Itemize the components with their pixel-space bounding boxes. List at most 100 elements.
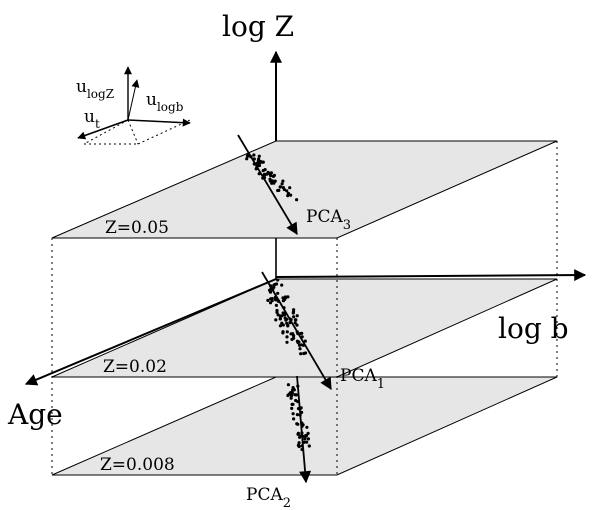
scatter-point [253, 157, 256, 160]
scatter-point [296, 314, 299, 317]
scatter-point [285, 335, 288, 338]
scatter-point [305, 434, 308, 437]
u-logb-vector [128, 120, 190, 123]
scatter-point [245, 157, 248, 160]
scatter-point [298, 344, 301, 347]
scatter-point [293, 393, 296, 396]
scatter-point [288, 321, 291, 324]
scatter-point [284, 316, 287, 319]
scatter-point [269, 287, 272, 290]
scatter-point [287, 192, 290, 195]
scatter-point [269, 301, 272, 304]
scatter-point [262, 161, 265, 164]
scatter-point [281, 180, 284, 183]
scatter-point [266, 299, 269, 302]
scatter-point [286, 330, 289, 333]
scatter-point [288, 393, 291, 396]
scatter-point [275, 309, 278, 312]
scatter-point [288, 317, 291, 320]
scatter-point [296, 330, 299, 333]
scatter-point [286, 324, 289, 327]
scatter-point [302, 344, 305, 347]
u-logb-label: ulogb [146, 90, 184, 114]
scatter-point [292, 315, 295, 318]
scatter-point [271, 297, 274, 300]
scatter-point [277, 189, 280, 192]
scatter-point [294, 318, 297, 321]
scatter-point [297, 340, 300, 343]
scatter-point [283, 188, 286, 191]
scatter-point [296, 413, 299, 416]
scatter-point [281, 331, 284, 334]
scatter-point [295, 324, 298, 327]
scatter-point [269, 291, 272, 294]
scatter-point [293, 388, 296, 391]
scatter-point [280, 284, 283, 287]
scatter-point [299, 332, 302, 335]
scatter-point [295, 422, 298, 425]
scatter-point [275, 304, 278, 307]
scatter-point [291, 403, 294, 406]
scatter-point [303, 437, 306, 440]
scatter-point [263, 176, 266, 179]
plane-label-z0008: Z=0.008 [100, 455, 175, 475]
scatter-point [287, 383, 290, 386]
plane-label-z002: Z=0.02 [103, 357, 167, 377]
scatter-point [295, 198, 298, 201]
scatter-point [285, 341, 288, 344]
scatter-point [246, 154, 249, 157]
scatter-point [291, 391, 294, 394]
scatter-point [274, 297, 277, 300]
scatter-point [283, 312, 286, 315]
scatter-point [297, 407, 300, 410]
scatter-point [301, 423, 304, 426]
scatter-point [292, 417, 295, 420]
scatter-point [282, 299, 285, 302]
scatter-point [300, 448, 303, 451]
scatter-point [308, 444, 311, 447]
scatter-point [259, 160, 262, 163]
scatter-point [281, 182, 284, 185]
scatter-point [288, 186, 291, 189]
scatter-point [284, 295, 287, 298]
scatter-point [292, 308, 295, 311]
u-logz-label: ulogZ [76, 77, 114, 101]
scatter-point [299, 352, 302, 355]
scatter-point [290, 407, 293, 410]
scatter-point [305, 426, 308, 429]
scatter-point [300, 411, 303, 414]
scatter-point [258, 172, 261, 175]
scatter-point [292, 412, 295, 415]
scatter-point [279, 317, 282, 320]
scatter-point [269, 179, 272, 182]
scatter-point [264, 168, 267, 171]
scatter-point [282, 306, 285, 309]
scatter-point [255, 167, 258, 170]
combined-vector [128, 80, 137, 120]
u-t-label: ut [84, 107, 100, 131]
scatter-point [276, 278, 279, 281]
scatter-point [280, 322, 283, 325]
scatter-point [296, 385, 299, 388]
scatter-point [274, 318, 277, 321]
scatter-point [258, 155, 261, 158]
pca2-label: PCA2 [246, 485, 291, 510]
axis-label-log-z: log Z [222, 10, 294, 43]
scatter-point [300, 431, 303, 434]
scatter-point [300, 444, 303, 447]
scatter-point [297, 444, 300, 447]
scatter-point [304, 340, 307, 343]
scatter-point [280, 314, 283, 317]
scatter-point [296, 433, 299, 436]
scatter-point [305, 441, 308, 444]
scatter-point [272, 286, 275, 289]
scatter-point [298, 436, 301, 439]
scatter-point [290, 338, 293, 341]
scatter-point [249, 155, 252, 158]
unit-vector-inset: ulogZ ulogb ut [76, 67, 190, 144]
scatter-point [292, 334, 295, 337]
scatter-point [265, 173, 268, 176]
scatter-point [302, 352, 305, 355]
scatter-point [298, 441, 301, 444]
